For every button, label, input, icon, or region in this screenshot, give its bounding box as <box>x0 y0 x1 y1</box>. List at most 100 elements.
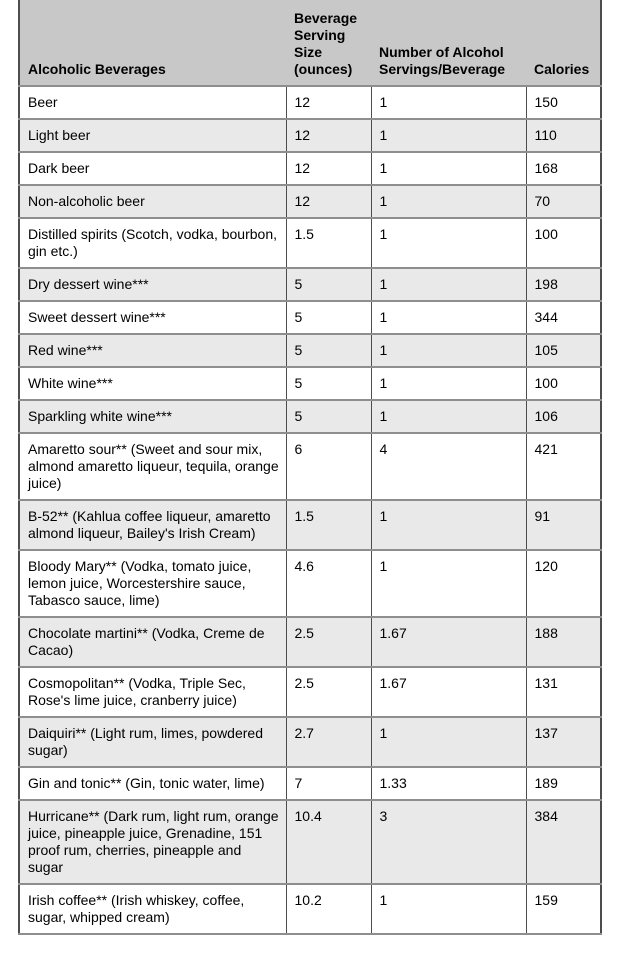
table-row: Sweet dessert wine*** 5 1 344 <box>18 301 602 335</box>
calories-cell: 189 <box>525 767 602 801</box>
beverage-name-cell: Non-alcoholic beer <box>18 185 287 219</box>
table-row: Cosmopolitan** (Vodka, Triple Sec, Rose'… <box>18 667 602 718</box>
alcohol-servings-cell: 1 <box>370 367 527 401</box>
serving-size-cell: 1.5 <box>285 218 372 269</box>
serving-size-cell: 5 <box>285 301 372 335</box>
table-row: Dark beer 12 1 168 <box>18 152 602 186</box>
calories-cell: 70 <box>525 185 602 219</box>
beverage-calories-table: Alcoholic Beverages Beverage Serving Siz… <box>18 0 602 935</box>
serving-size-cell: 12 <box>285 86 372 120</box>
alcohol-servings-cell: 1 <box>370 400 527 434</box>
table-row: Bloody Mary** (Vodka, tomato juice, lemo… <box>18 550 602 618</box>
alcohol-servings-cell: 1 <box>370 717 527 768</box>
calories-cell: 159 <box>525 884 602 935</box>
calories-cell: 344 <box>525 301 602 335</box>
calories-cell: 168 <box>525 152 602 186</box>
alcohol-servings-cell: 1 <box>370 500 527 551</box>
beverage-name-cell: Distilled spirits (Scotch, vodka, bourbo… <box>18 218 287 269</box>
beverage-name-cell: Bloody Mary** (Vodka, tomato juice, lemo… <box>18 550 287 618</box>
beverage-name-cell: Red wine*** <box>18 334 287 368</box>
beverage-name-cell: Chocolate martini** (Vodka, Creme de Cac… <box>18 617 287 668</box>
serving-size-cell: 6 <box>285 433 372 501</box>
table-row: Daiquiri** (Light rum, limes, powdered s… <box>18 717 602 768</box>
serving-size-cell: 5 <box>285 268 372 302</box>
col-header-alcoholic-beverages: Alcoholic Beverages <box>18 0 286 87</box>
calories-cell: 91 <box>525 500 602 551</box>
table-row: Non-alcoholic beer 12 1 70 <box>18 185 602 219</box>
header-row: Alcoholic Beverages Beverage Serving Siz… <box>18 0 602 87</box>
beverage-name-cell: Dark beer <box>18 152 287 186</box>
calories-cell: 100 <box>525 367 602 401</box>
table-row: Chocolate martini** (Vodka, Creme de Cac… <box>18 617 602 668</box>
beverage-name-cell: Irish coffee** (Irish whiskey, coffee, s… <box>18 884 287 935</box>
serving-size-cell: 12 <box>285 119 372 153</box>
serving-size-cell: 2.7 <box>285 717 372 768</box>
alcohol-servings-cell: 1 <box>370 218 527 269</box>
serving-size-cell: 5 <box>285 400 372 434</box>
table-row: Red wine*** 5 1 105 <box>18 334 602 368</box>
beverage-name-cell: Cosmopolitan** (Vodka, Triple Sec, Rose'… <box>18 667 287 718</box>
calories-cell: 188 <box>525 617 602 668</box>
beverage-name-cell: Beer <box>18 86 287 120</box>
serving-size-cell: 7 <box>285 767 372 801</box>
serving-size-cell: 2.5 <box>285 617 372 668</box>
alcohol-servings-cell: 1.33 <box>370 767 527 801</box>
alcohol-servings-cell: 1 <box>370 334 527 368</box>
table-row: Irish coffee** (Irish whiskey, coffee, s… <box>18 884 602 935</box>
alcohol-servings-cell: 1 <box>370 185 527 219</box>
alcohol-servings-cell: 1 <box>370 884 527 935</box>
document-page: Alcoholic Beverages Beverage Serving Siz… <box>18 0 602 935</box>
table-row: Distilled spirits (Scotch, vodka, bourbo… <box>18 218 602 269</box>
serving-size-cell: 1.5 <box>285 500 372 551</box>
table-row: Amaretto sour** (Sweet and sour mix, alm… <box>18 433 602 501</box>
calories-cell: 106 <box>525 400 602 434</box>
calories-cell: 198 <box>525 268 602 302</box>
serving-size-cell: 12 <box>285 152 372 186</box>
alcohol-servings-cell: 1 <box>370 268 527 302</box>
beverage-name-cell: Sweet dessert wine*** <box>18 301 287 335</box>
table-row: White wine*** 5 1 100 <box>18 367 602 401</box>
alcohol-servings-cell: 3 <box>370 800 527 885</box>
serving-size-cell: 4.6 <box>285 550 372 618</box>
table-row: Light beer 12 1 110 <box>18 119 602 153</box>
alcohol-servings-cell: 1 <box>370 86 527 120</box>
col-header-calories: Calories <box>526 0 602 87</box>
beverage-name-cell: White wine*** <box>18 367 287 401</box>
alcohol-servings-cell: 1.67 <box>370 617 527 668</box>
alcohol-servings-cell: 1 <box>370 550 527 618</box>
col-header-beverage-serving-size: Beverage Serving Size (ounces) <box>286 0 371 87</box>
serving-size-cell: 2.5 <box>285 667 372 718</box>
serving-size-cell: 12 <box>285 185 372 219</box>
alcohol-servings-cell: 1 <box>370 152 527 186</box>
serving-size-cell: 5 <box>285 334 372 368</box>
calories-cell: 131 <box>525 667 602 718</box>
serving-size-cell: 10.2 <box>285 884 372 935</box>
beverage-name-cell: Amaretto sour** (Sweet and sour mix, alm… <box>18 433 287 501</box>
calories-cell: 110 <box>525 119 602 153</box>
beverage-name-cell: Daiquiri** (Light rum, limes, powdered s… <box>18 717 287 768</box>
alcohol-servings-cell: 4 <box>370 433 527 501</box>
alcohol-servings-cell: 1 <box>370 119 527 153</box>
calories-cell: 421 <box>525 433 602 501</box>
alcohol-servings-cell: 1 <box>370 301 527 335</box>
beverage-name-cell: Light beer <box>18 119 287 153</box>
calories-cell: 105 <box>525 334 602 368</box>
calories-cell: 100 <box>525 218 602 269</box>
table-row: Dry dessert wine*** 5 1 198 <box>18 268 602 302</box>
table-row: B-52** (Kahlua coffee liqueur, amaretto … <box>18 500 602 551</box>
calories-cell: 120 <box>525 550 602 618</box>
calories-cell: 384 <box>525 800 602 885</box>
beverage-name-cell: Gin and tonic** (Gin, tonic water, lime) <box>18 767 287 801</box>
beverage-name-cell: Sparkling white wine*** <box>18 400 287 434</box>
col-header-servings-per-beverage: Number of Alcohol Servings/Beverage <box>371 0 526 87</box>
alcohol-servings-cell: 1.67 <box>370 667 527 718</box>
calories-cell: 137 <box>525 717 602 768</box>
table-header: Alcoholic Beverages Beverage Serving Siz… <box>18 0 602 87</box>
calories-cell: 150 <box>525 86 602 120</box>
serving-size-cell: 10.4 <box>285 800 372 885</box>
table-row: Hurricane** (Dark rum, light rum, orange… <box>18 800 602 885</box>
serving-size-cell: 5 <box>285 367 372 401</box>
table-row: Beer 12 1 150 <box>18 86 602 120</box>
beverage-name-cell: B-52** (Kahlua coffee liqueur, amaretto … <box>18 500 287 551</box>
table-row: Gin and tonic** (Gin, tonic water, lime)… <box>18 767 602 801</box>
